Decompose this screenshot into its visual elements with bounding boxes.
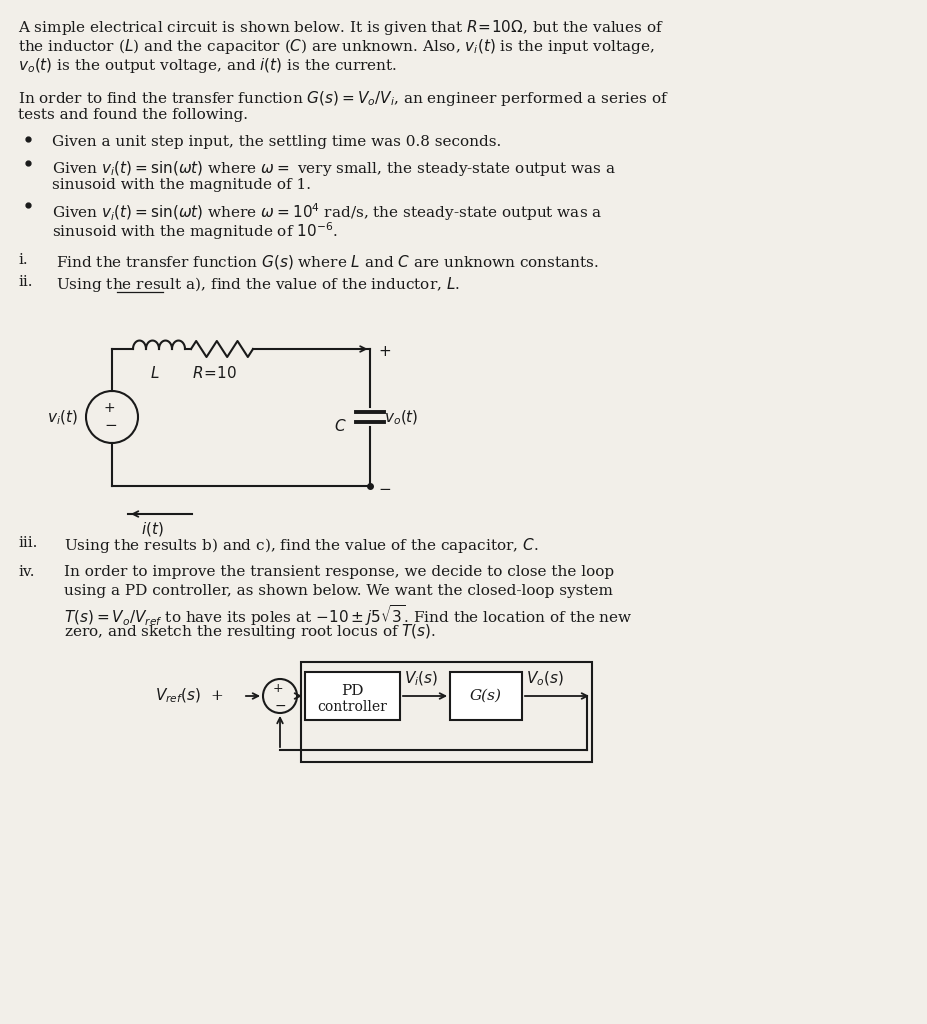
Text: $C$: $C$: [334, 418, 347, 434]
FancyBboxPatch shape: [305, 672, 400, 720]
Text: $V_i(s)$: $V_i(s)$: [404, 670, 438, 688]
Text: +: +: [378, 344, 391, 359]
Text: Given $v_i(t) = \sin(\omega t)$ where $\omega =$ very small, the steady-state ou: Given $v_i(t) = \sin(\omega t)$ where $\…: [52, 159, 616, 178]
Text: −: −: [378, 482, 391, 497]
Text: iv.: iv.: [18, 565, 34, 579]
Text: tests and found the following.: tests and found the following.: [18, 108, 248, 122]
Text: −: −: [105, 418, 118, 432]
Text: $T(s) = V_o/V_{ref}$ to have its poles at $-10 \pm j5\sqrt{3}$. Find the locatio: $T(s) = V_o/V_{ref}$ to have its poles a…: [64, 603, 632, 628]
Text: $v_o(t)$: $v_o(t)$: [384, 409, 418, 427]
Text: Find the transfer function $G(s)$ where $L$ and $C$ are unknown constants.: Find the transfer function $G(s)$ where …: [56, 253, 599, 271]
Text: using a PD controller, as shown below. We want the closed-loop system: using a PD controller, as shown below. W…: [64, 584, 613, 598]
Text: G(s): G(s): [470, 689, 502, 703]
Text: $L$: $L$: [150, 365, 159, 381]
Text: i.: i.: [18, 253, 28, 267]
Text: ii.: ii.: [18, 275, 32, 289]
Text: zero, and sketch the resulting root locus of $T(s)$.: zero, and sketch the resulting root locu…: [64, 622, 437, 641]
Text: In order to find the transfer function $G(s) = V_o/V_i$, an engineer performed a: In order to find the transfer function $…: [18, 89, 669, 108]
Text: Given $v_i(t) = \sin(\omega t)$ where $\omega = 10^4$ rad/s, the steady-state ou: Given $v_i(t) = \sin(\omega t)$ where $\…: [52, 201, 603, 222]
Text: A simple electrical circuit is shown below. It is given that $R\!=\!10\Omega$, b: A simple electrical circuit is shown bel…: [18, 18, 665, 37]
Text: In order to improve the transient response, we decide to close the loop: In order to improve the transient respon…: [64, 565, 614, 579]
Text: sinusoid with the magnitude of 1.: sinusoid with the magnitude of 1.: [52, 178, 311, 193]
Text: PD: PD: [341, 684, 363, 698]
Text: iii.: iii.: [18, 536, 37, 550]
Text: controller: controller: [318, 700, 387, 714]
FancyBboxPatch shape: [450, 672, 522, 720]
Text: sinusoid with the magnitude of $10^{-6}$.: sinusoid with the magnitude of $10^{-6}$…: [52, 220, 337, 242]
Text: $v_i(t)$: $v_i(t)$: [46, 409, 78, 427]
Text: $R\!=\!10$: $R\!=\!10$: [192, 365, 236, 381]
Text: $i(t)$: $i(t)$: [141, 520, 163, 538]
Text: $v_o(t)$ is the output voltage, and $i(t)$ is the current.: $v_o(t)$ is the output voltage, and $i(t…: [18, 56, 398, 75]
Text: Using the result a), find the value of the inductor, $L$.: Using the result a), find the value of t…: [56, 275, 460, 294]
Text: Given a unit step input, the settling time was 0.8 seconds.: Given a unit step input, the settling ti…: [52, 135, 502, 150]
Text: $V_{ref}(s)$  +: $V_{ref}(s)$ +: [155, 687, 223, 706]
Text: −: −: [274, 699, 286, 713]
Text: Using the results b) and c), find the value of the capacitor, $C$.: Using the results b) and c), find the va…: [64, 536, 539, 555]
Text: +: +: [273, 683, 284, 695]
Text: the inductor ($L$) and the capacitor ($C$) are unknown. Also, $v_i(t)$ is the in: the inductor ($L$) and the capacitor ($C…: [18, 37, 654, 56]
Text: +: +: [103, 401, 115, 415]
Text: $V_o(s)$: $V_o(s)$: [526, 670, 564, 688]
